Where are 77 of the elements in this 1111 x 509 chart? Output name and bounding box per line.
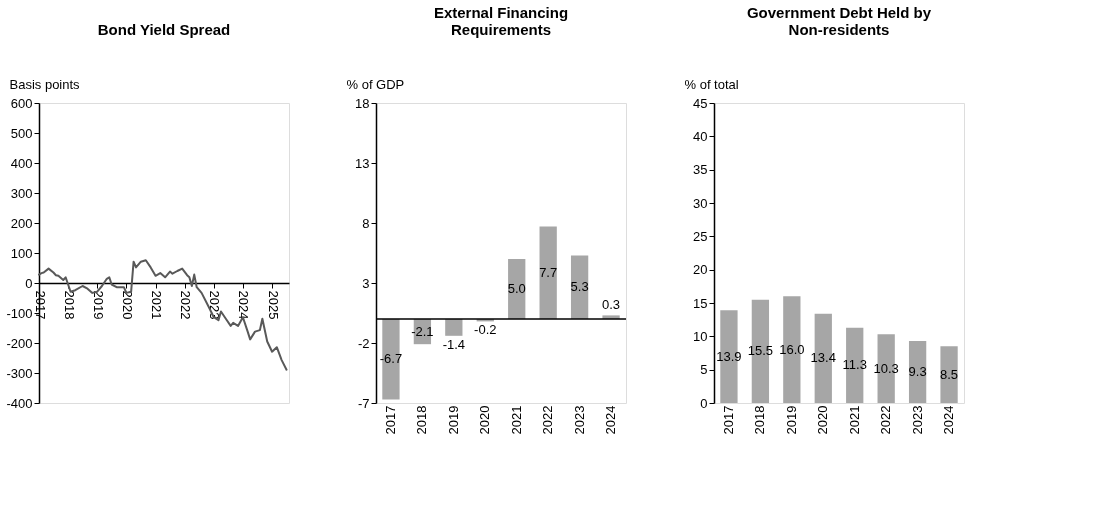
x-tick-label: 2021 bbox=[508, 405, 524, 435]
bar bbox=[445, 319, 463, 336]
x-tick-label: 2020 bbox=[815, 405, 831, 435]
x-tick-label: 2018 bbox=[61, 290, 77, 320]
y-tick-label: 200 bbox=[10, 215, 33, 231]
y-tick-label: -7 bbox=[357, 395, 370, 411]
y-tick-label: 13 bbox=[355, 155, 370, 171]
data-label: 16.0 bbox=[779, 341, 805, 357]
x-tick-label: 2020 bbox=[477, 405, 493, 435]
chart-title: Government Debt Held by Non-residents bbox=[746, 4, 932, 38]
data-label: 11.3 bbox=[842, 357, 867, 373]
x-tick-label: 2025 bbox=[265, 290, 281, 320]
data-label: -2.1 bbox=[411, 323, 434, 339]
x-tick-label: 2019 bbox=[90, 290, 106, 320]
data-label: 15.5 bbox=[747, 343, 774, 359]
x-tick-label: 2019 bbox=[783, 405, 799, 435]
line-series bbox=[38, 259, 288, 371]
y-tick-label: 8 bbox=[362, 215, 370, 231]
y-tick-label: -100 bbox=[6, 305, 33, 321]
x-tick-label: 2023 bbox=[909, 405, 925, 435]
data-label: -0.2 bbox=[474, 322, 497, 338]
y-tick-label: 10 bbox=[693, 328, 708, 344]
y-tick-label: 5 bbox=[700, 362, 708, 378]
data-label: 5.0 bbox=[507, 281, 526, 296]
y-tick-label: 400 bbox=[10, 155, 33, 171]
x-tick-label: 2021 bbox=[846, 405, 862, 435]
data-label: 10.3 bbox=[873, 360, 899, 376]
chart-title: External Financing Requirements bbox=[433, 4, 569, 38]
y-tick-label: 40 bbox=[693, 128, 708, 144]
x-tick-label: 2022 bbox=[178, 290, 194, 320]
y-tick-label: -2 bbox=[357, 335, 370, 351]
y-tick-label: 3 bbox=[362, 275, 370, 291]
y-tick-label: 45 bbox=[693, 95, 708, 111]
x-tick-label: 2023 bbox=[571, 405, 587, 435]
data-label: 7.7 bbox=[539, 264, 558, 280]
y-tick-label: -300 bbox=[6, 365, 33, 381]
x-tick-label: 2024 bbox=[941, 405, 957, 435]
data-label: -1.4 bbox=[442, 336, 466, 352]
bar bbox=[940, 346, 958, 403]
x-tick-label: 2017 bbox=[382, 405, 398, 435]
y-tick-label: 500 bbox=[10, 125, 33, 141]
y-axis-title: % of total bbox=[684, 76, 739, 92]
data-label: 9.3 bbox=[908, 364, 927, 379]
x-tick-label: 2018 bbox=[752, 405, 768, 435]
chart-title: Bond Yield Spread bbox=[97, 21, 231, 38]
y-tick-label: 35 bbox=[693, 162, 708, 178]
x-tick-label: 2024 bbox=[236, 290, 252, 320]
data-label: 13.9 bbox=[716, 348, 742, 364]
y-tick-label: 18 bbox=[355, 95, 370, 111]
y-tick-label: 20 bbox=[693, 262, 708, 278]
y-axis-title: % of GDP bbox=[346, 76, 405, 92]
y-tick-label: 300 bbox=[10, 185, 33, 201]
bar bbox=[539, 226, 557, 319]
data-label: 0.3 bbox=[602, 297, 621, 313]
y-tick-label: 0 bbox=[700, 395, 708, 411]
y-tick-label: 600 bbox=[10, 95, 33, 111]
y-tick-label: -400 bbox=[6, 395, 33, 411]
x-tick-label: 2021 bbox=[149, 290, 165, 320]
x-tick-label: 2018 bbox=[414, 405, 430, 435]
x-tick-label: 2019 bbox=[445, 405, 461, 435]
x-tick-label: 2024 bbox=[603, 405, 619, 435]
y-tick-label: 0 bbox=[25, 275, 33, 291]
y-axis-title: Basis points bbox=[9, 76, 81, 92]
y-tick-label: 100 bbox=[10, 245, 33, 261]
data-label: 8.5 bbox=[940, 366, 959, 382]
x-tick-label: 2017 bbox=[720, 405, 736, 435]
y-tick-label: 15 bbox=[693, 295, 708, 311]
data-label: 13.4 bbox=[810, 350, 836, 366]
data-label: -6.7 bbox=[379, 351, 403, 367]
x-tick-label: 2022 bbox=[540, 405, 556, 435]
x-tick-label: 2022 bbox=[878, 405, 894, 435]
y-tick-label: 25 bbox=[693, 228, 708, 244]
x-tick-label: 2020 bbox=[119, 290, 135, 320]
y-tick-label: -200 bbox=[6, 335, 33, 351]
bar bbox=[382, 319, 400, 400]
data-label: 5.3 bbox=[570, 279, 589, 295]
y-tick-label: 30 bbox=[693, 195, 708, 211]
